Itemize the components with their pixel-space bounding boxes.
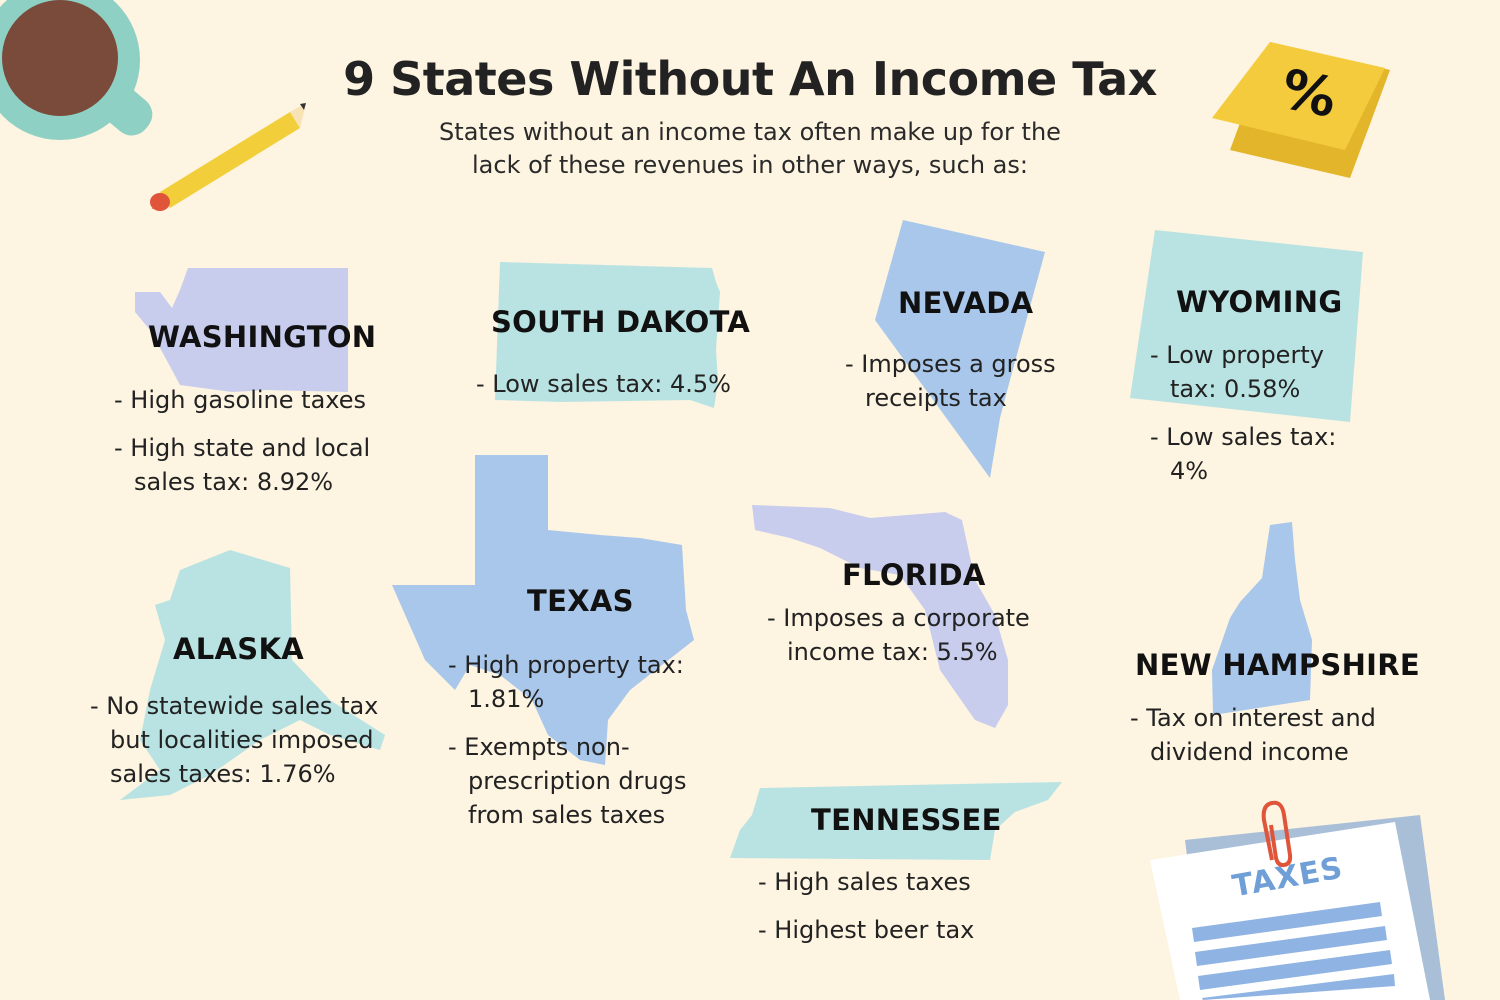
state-name-nevada: NEVADA: [898, 286, 1034, 320]
florida-shape: [752, 505, 1008, 728]
tennessee-shape: [730, 782, 1062, 860]
state-name-alaska: ALASKA: [173, 632, 304, 666]
fact-item: No statewide sales tax but localities im…: [90, 689, 390, 791]
subtitle-line: lack of these revenues in other ways, su…: [472, 151, 1028, 179]
facts-alaska: No statewide sales tax but localities im…: [90, 689, 390, 805]
sticky-note-icon: [1212, 42, 1390, 178]
state-name-new-hampshire: NEW HAMPSHIRE: [1135, 648, 1420, 682]
facts-wyoming: Low property tax: 0.58% Low sales tax: 4…: [1150, 338, 1365, 502]
fact-item: Highest beer tax: [758, 913, 1058, 947]
fact-item: Imposes a gross receipts tax: [845, 347, 1095, 415]
state-name-wyoming: WYOMING: [1176, 285, 1343, 319]
subtitle-line: States without an income tax often make …: [439, 118, 1061, 146]
fact-item: High property tax: 1.81%: [448, 648, 723, 716]
fact-item: Low sales tax: 4.5%: [476, 367, 776, 401]
facts-south-dakota: Low sales tax: 4.5%: [476, 367, 776, 415]
page-title: 9 States Without An Income Tax: [343, 52, 1157, 106]
state-name-texas: TEXAS: [527, 584, 634, 618]
fact-item: Exempts non-prescription drugs from sale…: [448, 730, 723, 832]
facts-nevada: Imposes a gross receipts tax: [845, 347, 1095, 429]
state-name-south-dakota: SOUTH DAKOTA: [491, 305, 751, 339]
state-name-tennessee: TENNESSEE: [811, 803, 1002, 837]
fact-item: High sales taxes: [758, 865, 1058, 899]
fact-item: Tax on interest and dividend income: [1130, 701, 1405, 769]
state-name-florida: FLORIDA: [842, 558, 986, 592]
page-subtitle: States without an income tax often make …: [350, 116, 1150, 182]
facts-florida: Imposes a corporate income tax: 5.5%: [767, 601, 1067, 683]
new-hampshire-shape: [1212, 522, 1312, 715]
coffee-mug-icon: [0, 0, 153, 140]
fact-item: High state and local sales tax: 8.92%: [114, 431, 414, 499]
facts-texas: High property tax: 1.81% Exempts non-pre…: [448, 648, 723, 846]
washington-shape: [135, 268, 348, 392]
facts-new-hampshire: Tax on interest and dividend income: [1130, 701, 1405, 783]
facts-tennessee: High sales taxes Highest beer tax: [758, 865, 1058, 961]
state-name-washington: WASHINGTON: [148, 320, 377, 354]
pencil-icon: [150, 103, 306, 211]
fact-item: Low property tax: 0.58%: [1150, 338, 1365, 406]
fact-item: Imposes a corporate income tax: 5.5%: [767, 601, 1067, 669]
fact-item: High gasoline taxes: [114, 383, 414, 417]
fact-item: Low sales tax: 4%: [1150, 420, 1365, 488]
facts-washington: High gasoline taxes High state and local…: [114, 383, 414, 513]
taxes-document-icon: [1150, 815, 1445, 1000]
paperclip-icon: [1261, 800, 1293, 868]
